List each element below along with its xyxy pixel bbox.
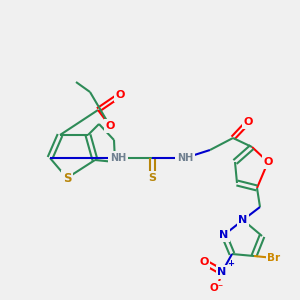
Text: S: S — [148, 173, 156, 183]
Text: O: O — [199, 257, 209, 267]
Text: N: N — [218, 267, 226, 277]
Text: NH: NH — [177, 153, 193, 163]
Text: N: N — [219, 230, 229, 240]
Text: N: N — [238, 215, 247, 225]
Text: +: + — [227, 259, 234, 268]
Text: O: O — [115, 90, 125, 100]
Text: S: S — [63, 172, 71, 184]
Text: O: O — [243, 117, 253, 127]
Text: O: O — [105, 121, 115, 131]
Text: Br: Br — [267, 253, 280, 263]
Text: NH: NH — [110, 153, 126, 163]
Text: O⁻: O⁻ — [210, 283, 224, 293]
Text: O: O — [263, 157, 273, 167]
